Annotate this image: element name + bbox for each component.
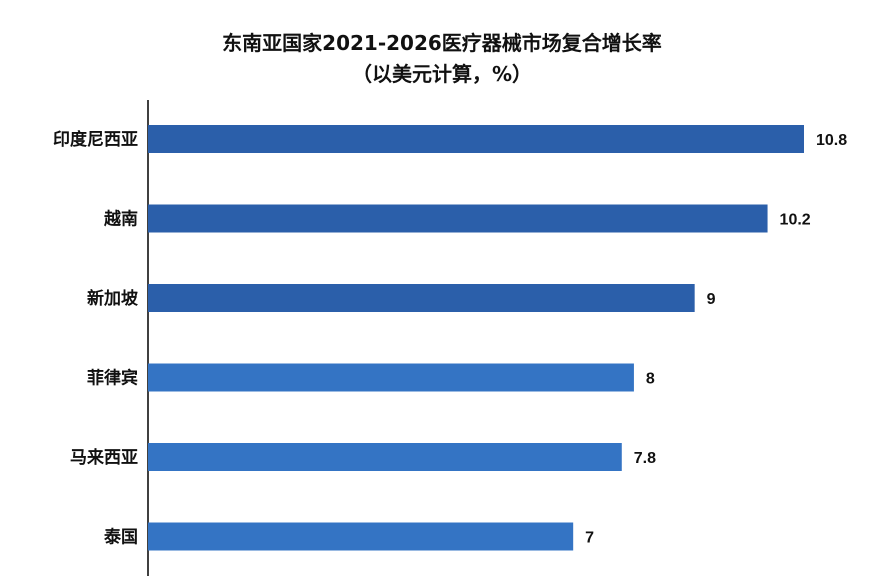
bar [148, 522, 574, 551]
category-label: 印度尼西亚 [53, 129, 138, 150]
bar [148, 204, 768, 233]
category-label: 菲律宾 [87, 368, 138, 389]
bar [148, 125, 804, 153]
value-label: 7 [585, 530, 594, 547]
value-label: 10.2 [780, 212, 811, 229]
category-label: 新加坡 [87, 288, 138, 309]
value-label: 7.8 [634, 450, 656, 467]
category-label: 马来西亚 [70, 447, 138, 468]
category-label: 泰国 [104, 527, 138, 548]
bar [148, 443, 622, 471]
category-label: 越南 [103, 209, 138, 230]
chart-title: 东南亚国家2021-2026医疗器械市场复合增长率 [222, 31, 662, 55]
bar [148, 284, 695, 312]
value-label: 8 [646, 371, 655, 388]
bar [148, 363, 634, 392]
value-label: 10.8 [816, 132, 847, 149]
value-label: 9 [707, 291, 716, 308]
chart-subtitle: （以美元计算，%） [351, 62, 533, 86]
